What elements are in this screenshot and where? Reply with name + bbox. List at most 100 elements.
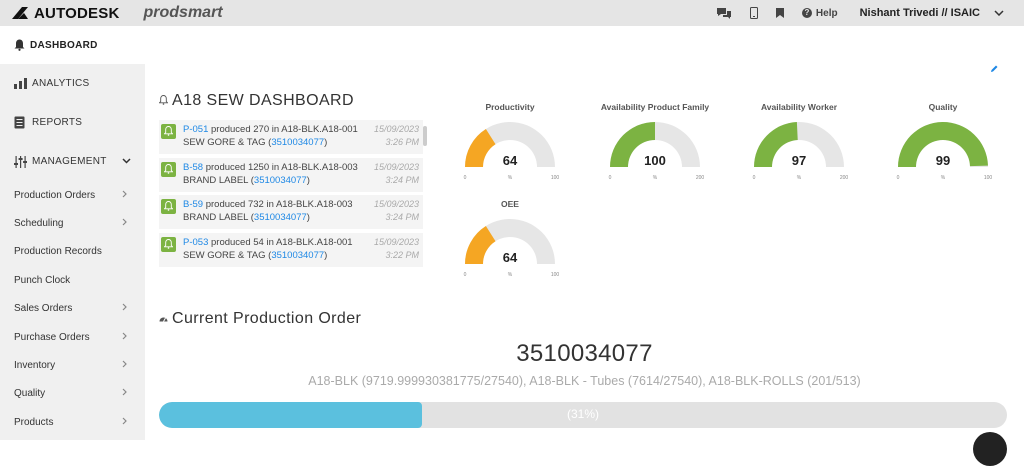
bell-icon	[158, 94, 169, 108]
sidebar-item-analytics[interactable]: ANALYTICS	[0, 64, 145, 103]
sidebar-subitem-label: Products	[14, 416, 54, 428]
sidebar-subitem-label: Purchase Orders	[14, 331, 90, 343]
progress-label: (31%)	[566, 407, 599, 421]
gauge-unit: %	[508, 272, 513, 278]
gauge-title: OEE	[501, 199, 519, 209]
chevron-down-icon[interactable]	[994, 8, 1004, 19]
feed-time: 3:22 PM	[385, 249, 419, 260]
sidebar-subitem[interactable]: Scheduling	[0, 209, 145, 237]
gauge-max: 200	[696, 175, 705, 181]
gauge-value: 64	[503, 153, 518, 168]
order-number: 3510034077	[516, 340, 653, 367]
gauge-value: 97	[792, 153, 806, 168]
sidebar-subitem[interactable]: Production Records	[0, 238, 145, 266]
sidebar: DASHBOARD ANALYTICS REPORTS MANAGEMENT P…	[0, 26, 145, 440]
management-submenu: Production Orders Scheduling Production Re…	[0, 181, 145, 437]
current-order-title: Current Production Order	[159, 310, 361, 328]
sidebar-item-reports[interactable]: REPORTS	[0, 103, 145, 142]
sidebar-subitem-label: Production Records	[14, 246, 102, 258]
gauge-unit: %	[941, 175, 946, 181]
gauge-min: 0	[609, 175, 612, 181]
gauge-fill	[898, 121, 988, 167]
feed-message: produced 1250 in A18-BLK.A18-003 BRAND L…	[183, 161, 358, 186]
chevron-right-icon	[122, 388, 127, 399]
order-link[interactable]: 3510034077	[253, 174, 307, 186]
bell-icon	[14, 39, 25, 51]
activity-feed: P-051 produced 270 in A18-BLK.A18-001 SE…	[159, 120, 427, 268]
sidebar-subitem[interactable]: Punch Clock	[0, 266, 145, 294]
feed-item: B-59 produced 732 in A18-BLK.A18-003 BRA…	[159, 195, 423, 229]
help-icon: ?	[801, 8, 812, 18]
dashboard-title-text: A18 SEW DASHBOARD	[172, 92, 354, 109]
chevron-right-icon	[122, 417, 127, 428]
gauge-chart: 97 0% 200	[753, 122, 848, 181]
order-link[interactable]: 3510034077	[271, 137, 325, 148]
main-content: A18 SEW DASHBOARD P-051 produced 270 in …	[145, 26, 1024, 466]
gauge-widget: Productivity 64 0% 100	[450, 102, 570, 192]
support-chat-button[interactable]	[973, 432, 1007, 466]
sidebar-subitem[interactable]: Products	[0, 408, 145, 436]
mobile-icon[interactable]	[749, 7, 758, 19]
feed-date: 15/09/2023	[373, 199, 419, 209]
autodesk-logo-icon	[12, 7, 28, 19]
feed-close-paren: )	[324, 249, 328, 261]
gauge-title: Quality	[928, 102, 958, 112]
help-link[interactable]: ? Help	[801, 7, 838, 19]
order-link[interactable]: 3510034077	[271, 249, 325, 261]
autodesk-logo[interactable]: AUTODESK	[10, 5, 120, 22]
sidebar-subitem-label: Scheduling	[14, 218, 64, 230]
document-icon	[14, 116, 28, 129]
feed-timestamp: 15/09/2023 3:24 PM	[374, 161, 419, 187]
sidebar-subitem-label: Production Orders	[14, 189, 96, 201]
gauge-title: Availability Product Family	[600, 102, 710, 112]
gauge-fill	[465, 129, 496, 167]
pencil-icon[interactable]	[990, 60, 999, 72]
sidebar-subitem[interactable]: Purchase Orders	[0, 323, 145, 351]
worker-link[interactable]: B-59	[183, 199, 204, 210]
gauge-value: 99	[936, 153, 950, 168]
bell-icon	[161, 199, 176, 214]
chevron-right-icon	[122, 218, 127, 229]
sidebar-subitem[interactable]: Sales Orders	[0, 295, 145, 323]
bell-icon	[161, 161, 176, 177]
sidebar-item-dashboard[interactable]: DASHBOARD	[0, 26, 145, 64]
chat-icon[interactable]	[716, 7, 732, 19]
gauge-value: 64	[503, 250, 518, 265]
feed-date: 15/09/2023	[373, 161, 419, 172]
sidebar-item-management[interactable]: MANAGEMENT	[0, 142, 145, 181]
user-menu[interactable]: Nishant Trivedi // ISAIC	[859, 7, 980, 19]
bell-icon	[161, 236, 176, 252]
feed-scrollbar[interactable]	[423, 126, 427, 146]
feed-close-paren: )	[324, 137, 328, 148]
sidebar-subitem[interactable]: Production Orders	[0, 181, 145, 209]
feed-time: 3:24 PM	[385, 212, 419, 222]
sliders-icon	[14, 155, 28, 168]
feed-message: produced 732 in A18-BLK.A18-003 BRAND LA…	[183, 199, 353, 223]
gauge-title: Productivity	[485, 102, 535, 112]
feed-time: 3:26 PM	[385, 137, 419, 147]
sidebar-subitem[interactable]: Quality	[0, 380, 145, 408]
worker-link[interactable]: B-58	[183, 161, 204, 173]
sidebar-subitem[interactable]: Inventory	[0, 351, 145, 379]
sidebar-subitem-label: Sales Orders	[14, 303, 73, 315]
gauge-widget: Quality 99 0% 100	[883, 102, 1003, 192]
gauge-fill	[754, 122, 798, 167]
gauge-min: 0	[753, 175, 756, 181]
gauge-widget: Availability Worker 97 0% 200	[739, 102, 859, 192]
worker-link[interactable]: P-053	[183, 236, 209, 248]
worker-link[interactable]: P-051	[183, 124, 209, 135]
gauge-max: 100	[551, 175, 560, 181]
feed-item: B-58 produced 1250 in A18-BLK.A18-003 BR…	[159, 157, 423, 192]
bar-chart-icon	[14, 78, 28, 89]
feed-timestamp: 15/09/2023 3:24 PM	[374, 198, 419, 224]
bookmark-icon[interactable]	[775, 8, 784, 18]
sidebar-subitem-label: Punch Clock	[14, 274, 71, 286]
order-progress-bar: (31%)	[159, 402, 1007, 428]
bell-icon	[161, 124, 176, 139]
sidebar-subitem-label: Inventory	[14, 360, 56, 372]
order-link[interactable]: 3510034077	[253, 212, 307, 223]
gauge-fill	[465, 226, 496, 264]
gauge-widget: OEE 64 0% 100	[450, 199, 570, 289]
help-label: Help	[815, 7, 838, 19]
progress-fill	[159, 402, 422, 428]
